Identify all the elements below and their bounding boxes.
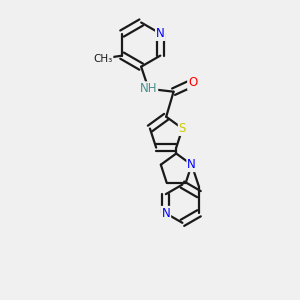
Text: N: N: [187, 158, 196, 171]
Text: N: N: [156, 27, 165, 40]
Text: CH₃: CH₃: [93, 54, 112, 64]
Text: N: N: [161, 207, 170, 220]
Text: NH: NH: [140, 82, 157, 95]
Text: S: S: [179, 122, 186, 135]
Text: O: O: [188, 76, 197, 89]
